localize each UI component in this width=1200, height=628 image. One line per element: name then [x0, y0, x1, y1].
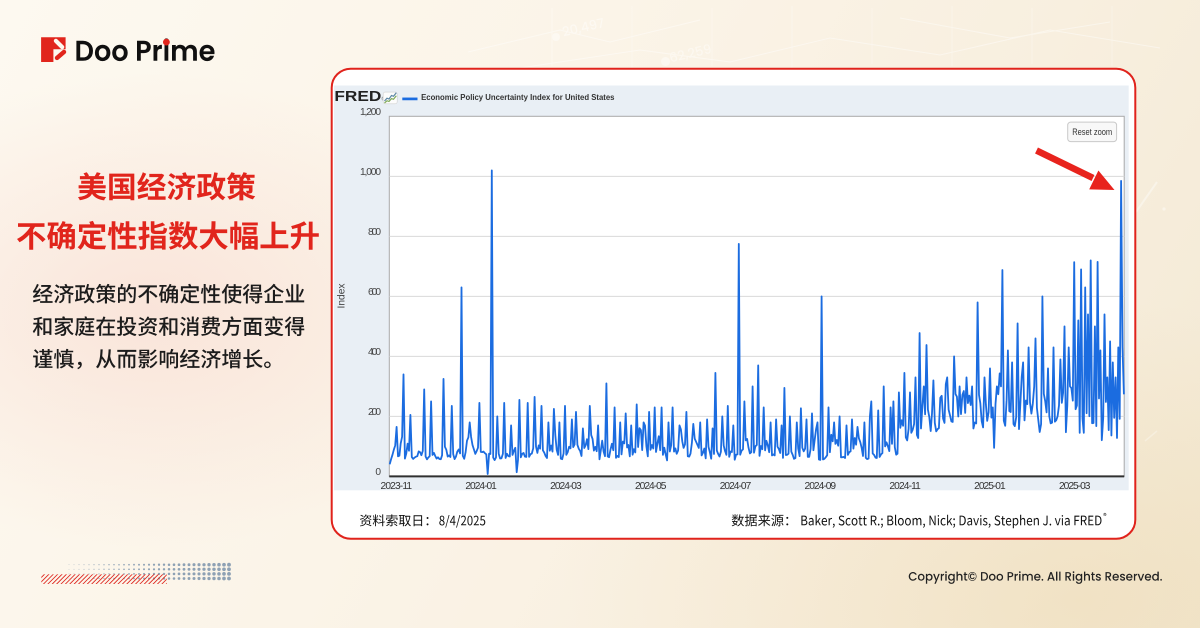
- svg-text:0: 0: [375, 467, 381, 478]
- svg-text:800: 800: [368, 227, 381, 238]
- svg-text:2024-05: 2024-05: [635, 481, 667, 492]
- svg-text:1,200: 1,200: [360, 107, 381, 118]
- svg-text:FRED: FRED: [334, 89, 381, 105]
- svg-text:2023-11: 2023-11: [381, 481, 413, 492]
- svg-text:2024-11: 2024-11: [889, 481, 921, 492]
- svg-text:2024-03: 2024-03: [550, 481, 582, 492]
- svg-text:2025-01: 2025-01: [974, 481, 1006, 492]
- svg-text:2024-01: 2024-01: [465, 481, 497, 492]
- svg-text:2024-09: 2024-09: [805, 481, 837, 492]
- svg-text:Reset zoom: Reset zoom: [1072, 127, 1112, 137]
- svg-text:400: 400: [368, 347, 381, 358]
- svg-text:Economic Policy Uncertainty In: Economic Policy Uncertainty Index for Un…: [421, 92, 615, 102]
- svg-text:2025-03: 2025-03: [1059, 481, 1091, 492]
- svg-text:1,000: 1,000: [360, 167, 381, 178]
- svg-text:2024-07: 2024-07: [720, 481, 752, 492]
- svg-text:200: 200: [368, 407, 381, 418]
- svg-text:Index: Index: [335, 283, 347, 309]
- svg-text:600: 600: [368, 287, 381, 298]
